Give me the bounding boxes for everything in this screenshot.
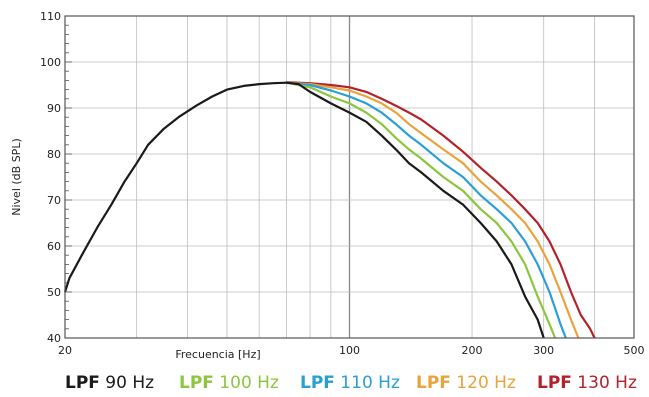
series-line <box>286 81 567 339</box>
x-tick-label: 300 <box>533 344 554 357</box>
legend: LPF 90 Hz LPF 100 Hz LPF 110 Hz LPF 120 Hz L… <box>65 373 637 393</box>
legend-entry: LPF 130 Hz <box>537 373 637 393</box>
tick-labels: 40 50 60 70 80 90 100 110 20 100 200 300 500 <box>40 10 645 357</box>
legend-prefix: LPF <box>65 373 100 393</box>
y-axis-title: Nivel (dB SPL) <box>10 138 23 215</box>
legend-prefix: LPF <box>416 373 451 393</box>
series-line <box>63 81 545 339</box>
legend-entry: LPF 90 Hz <box>65 373 154 393</box>
legend-suffix: 90 Hz <box>100 373 154 393</box>
series-lines <box>63 81 596 339</box>
series-line <box>286 81 596 339</box>
y-tick-label: 90 <box>47 102 61 115</box>
y-tick-label: 110 <box>40 10 61 23</box>
legend-entry: LPF 120 Hz <box>416 373 516 393</box>
legend-prefix: LPF <box>300 373 335 393</box>
legend-prefix: LPF <box>179 373 214 393</box>
x-tick-label: 200 <box>462 344 483 357</box>
y-tick-label: 70 <box>47 194 61 207</box>
y-tick-label: 100 <box>40 56 61 69</box>
legend-prefix: LPF <box>537 373 572 393</box>
legend-entry: LPF 100 Hz <box>179 373 279 393</box>
legend-suffix: 100 Hz <box>214 373 279 393</box>
x-tick-label: 20 <box>58 344 72 357</box>
y-tick-label: 60 <box>47 240 61 253</box>
x-axis-title: Frecuencia [Hz] <box>175 348 260 361</box>
x-tick-label: 100 <box>339 344 360 357</box>
legend-suffix: 120 Hz <box>451 373 516 393</box>
y-tick-label: 40 <box>47 332 61 345</box>
y-tick-label: 50 <box>47 286 61 299</box>
plot-frame <box>64 15 635 339</box>
legend-entry: LPF 110 Hz <box>300 373 400 393</box>
series-line <box>286 81 580 339</box>
y-tick-label: 80 <box>47 148 61 161</box>
x-tick-label: 500 <box>624 344 645 357</box>
legend-suffix: 110 Hz <box>335 373 400 393</box>
series-line <box>286 81 557 339</box>
legend-suffix: 130 Hz <box>572 373 637 393</box>
